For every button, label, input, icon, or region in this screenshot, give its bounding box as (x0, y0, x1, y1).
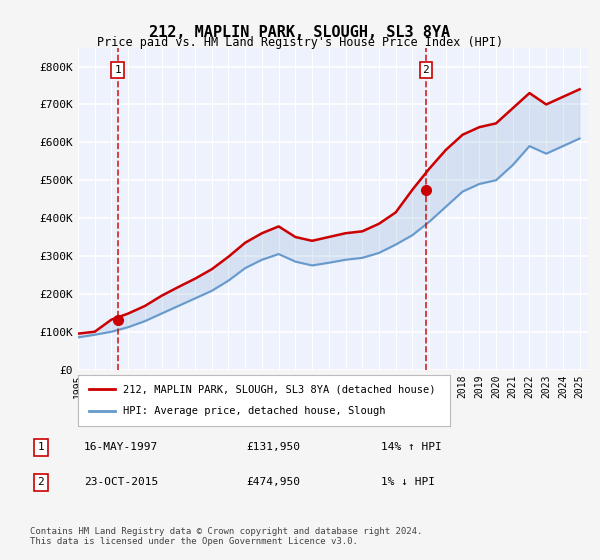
Text: 212, MAPLIN PARK, SLOUGH, SL3 8YA: 212, MAPLIN PARK, SLOUGH, SL3 8YA (149, 25, 451, 40)
Text: 1% ↓ HPI: 1% ↓ HPI (381, 477, 435, 487)
Text: 212, MAPLIN PARK, SLOUGH, SL3 8YA (detached house): 212, MAPLIN PARK, SLOUGH, SL3 8YA (detac… (122, 384, 435, 394)
Text: 2: 2 (422, 65, 430, 75)
Text: 1: 1 (37, 442, 44, 452)
Text: Price paid vs. HM Land Registry's House Price Index (HPI): Price paid vs. HM Land Registry's House … (97, 36, 503, 49)
Text: 23-OCT-2015: 23-OCT-2015 (84, 477, 158, 487)
Text: £474,950: £474,950 (246, 477, 300, 487)
Text: Contains HM Land Registry data © Crown copyright and database right 2024.
This d: Contains HM Land Registry data © Crown c… (30, 526, 422, 546)
Text: 1: 1 (114, 65, 121, 75)
Text: 2: 2 (37, 477, 44, 487)
Text: HPI: Average price, detached house, Slough: HPI: Average price, detached house, Slou… (122, 407, 385, 417)
Text: £131,950: £131,950 (246, 442, 300, 452)
Text: 16-MAY-1997: 16-MAY-1997 (84, 442, 158, 452)
Text: 14% ↑ HPI: 14% ↑ HPI (381, 442, 442, 452)
